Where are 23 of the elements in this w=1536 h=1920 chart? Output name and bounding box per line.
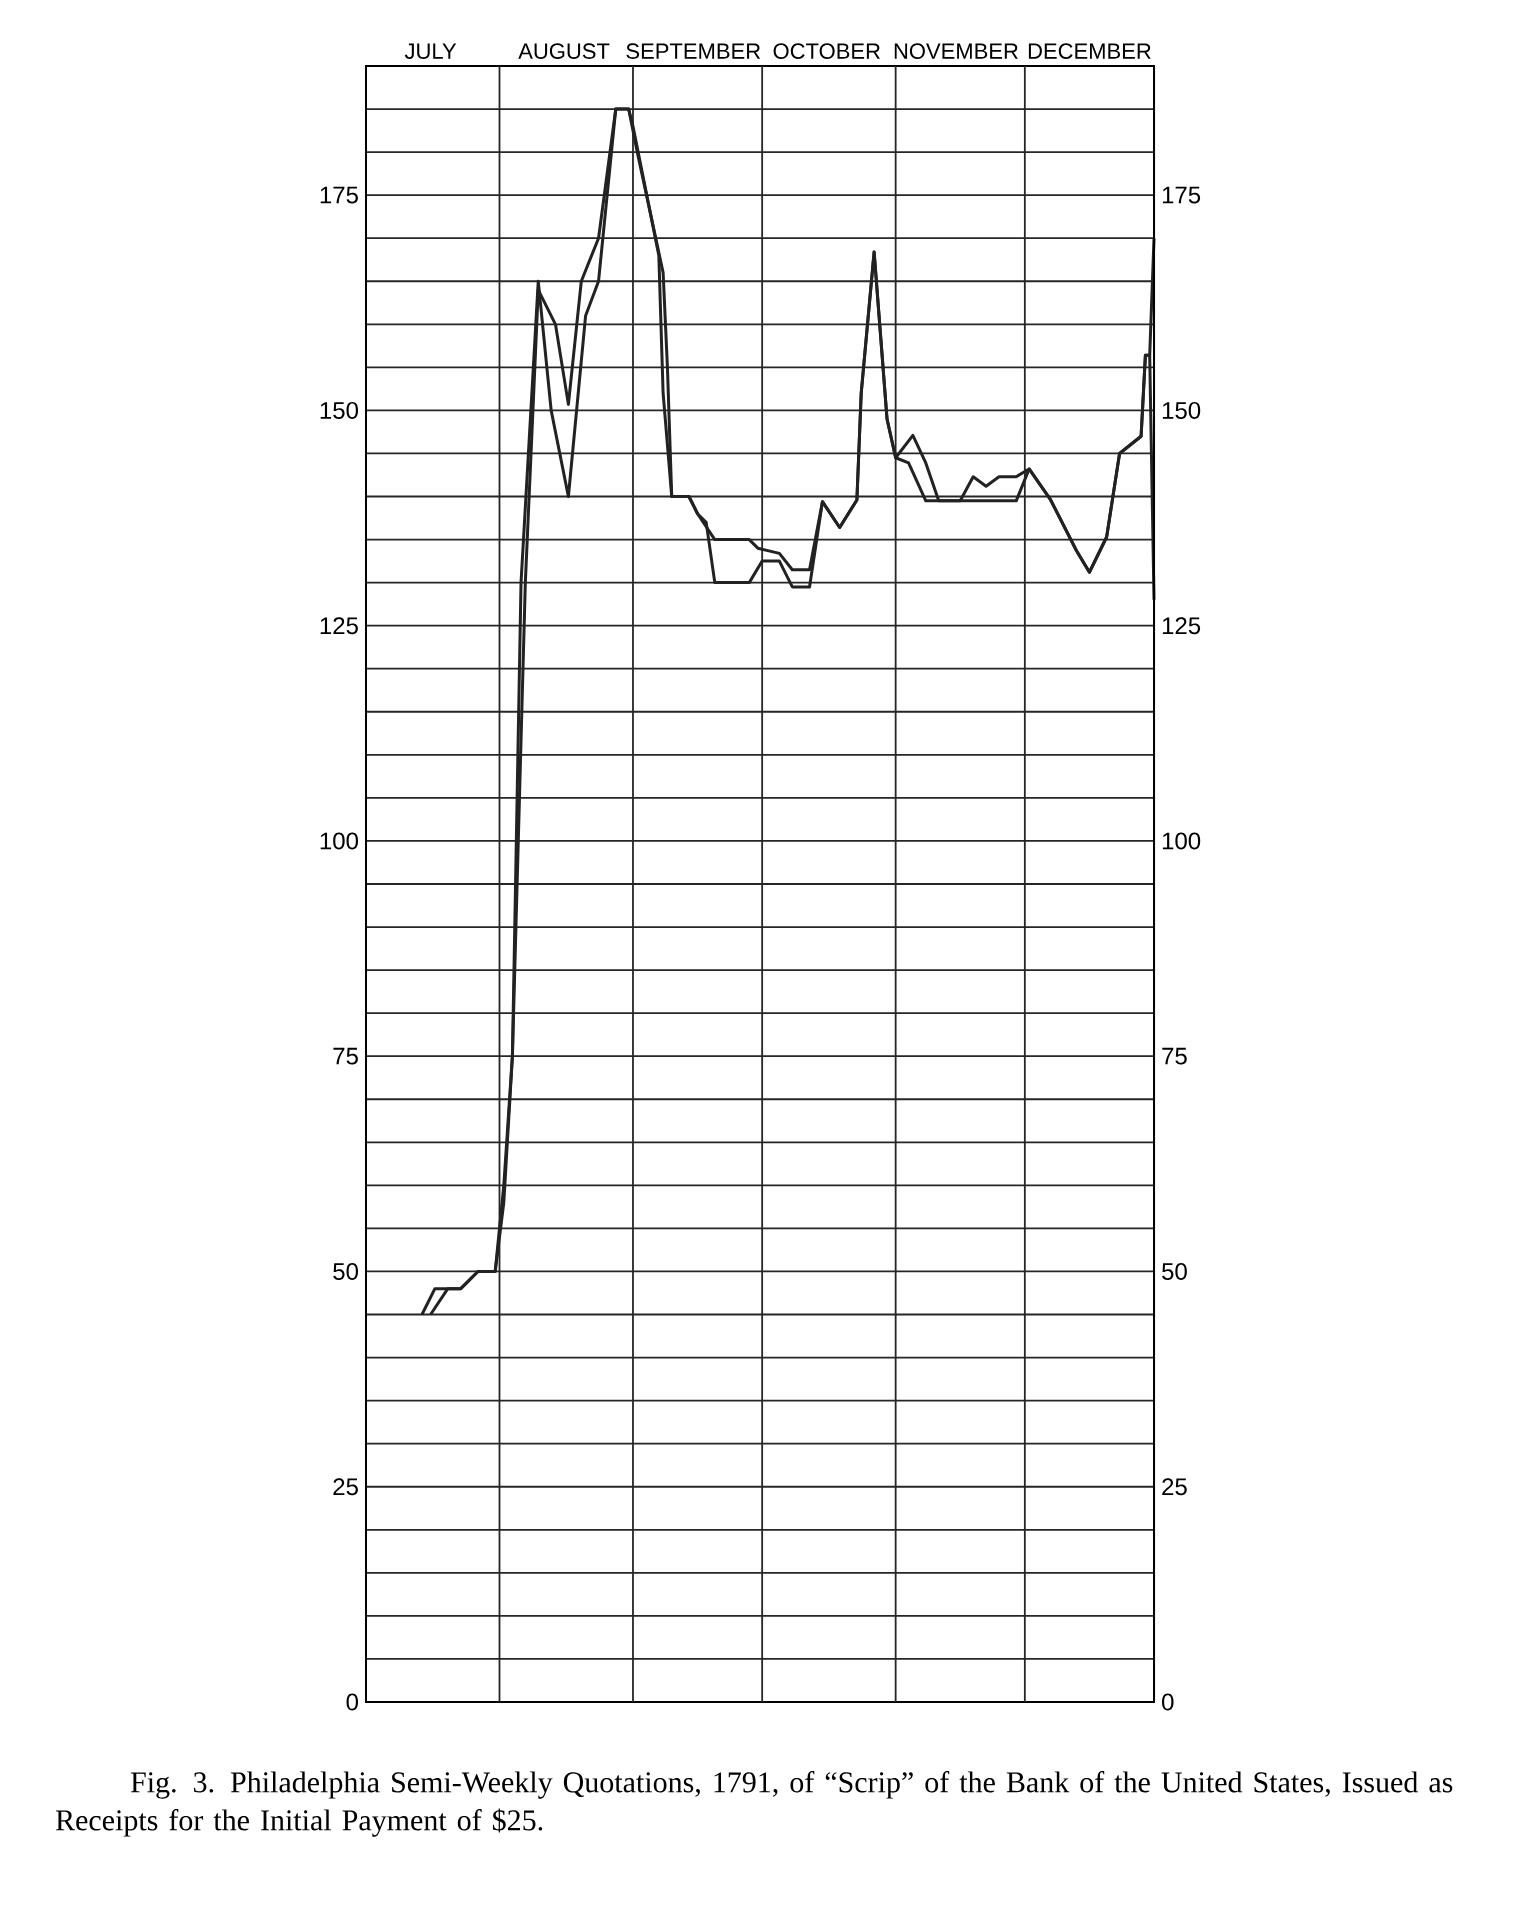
y2-tick-label: 100 — [1162, 832, 1201, 850]
text: Fig. 3. Philadelphia Semi-Weekly Quotations, 1791, of “Scrip” of the Bank of the United States, Issued as Receipts for the Initial Payment of $25. — [55, 1771, 1453, 1837]
y-tick-label: 50 — [333, 1262, 359, 1280]
x-tick-label: AUGUST — [518, 43, 610, 59]
y-tick-label: 125 — [320, 617, 358, 635]
y-tick-label: 100 — [320, 832, 358, 850]
y2-tick-label: 125 — [1162, 617, 1201, 635]
y2-tick-label: 150 — [1162, 401, 1201, 419]
y-tick-label: 175 — [320, 186, 358, 204]
y2-tick-label: 0 — [1162, 1693, 1174, 1711]
y2-tick-label: 75 — [1162, 1047, 1187, 1065]
y2-tick-label: 50 — [1162, 1262, 1187, 1280]
x-tick-label: DECEMBER — [1028, 43, 1151, 59]
x-tick-label: JULY — [404, 43, 457, 59]
y2-tick-label: 175 — [1162, 186, 1201, 204]
y-tick-label: 150 — [320, 401, 358, 419]
y-tick-label: 75 — [333, 1047, 358, 1065]
x-tick-label: SEPTEMBER — [626, 43, 761, 59]
y2-tick-label: 25 — [1162, 1478, 1187, 1496]
x-tick-label: OCTOBER — [773, 43, 880, 59]
y-tick-label: 25 — [333, 1478, 358, 1496]
y-tick-label: 0 — [346, 1693, 359, 1711]
x-tick-label: NOVEMBER — [894, 43, 1018, 59]
